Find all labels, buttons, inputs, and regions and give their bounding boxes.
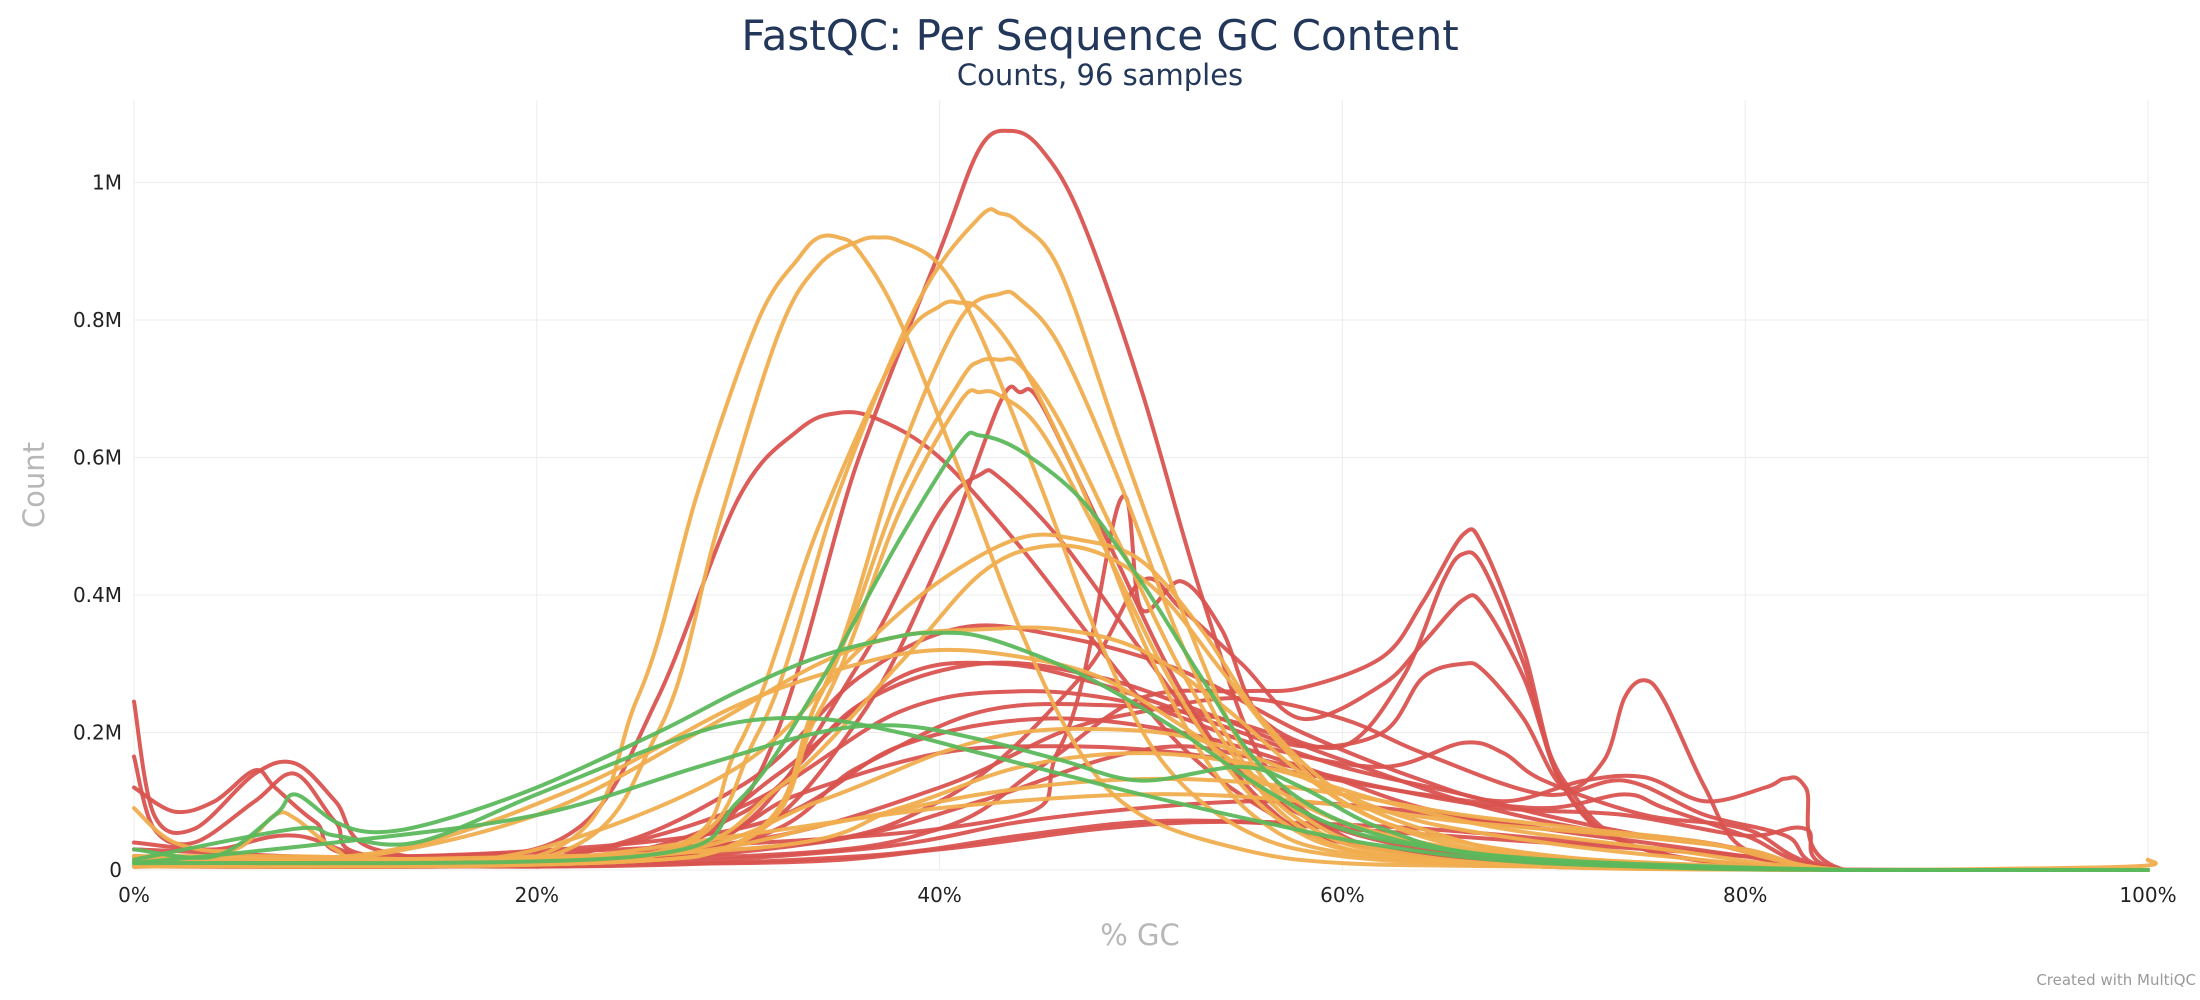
x-tick-label: 100% (2119, 883, 2176, 907)
series-line-9[interactable] (132, 689, 2150, 873)
x-tick-label: 60% (1320, 883, 1364, 907)
y-tick-label: 0.2M (73, 721, 122, 745)
series-line-36[interactable] (132, 715, 2150, 873)
y-tick-label: 0.8M (73, 308, 122, 332)
y-tick-label: 1M (92, 171, 122, 195)
chart-title: FastQC: Per Sequence GC Content (741, 11, 1458, 60)
series-line-19[interactable] (132, 233, 2150, 873)
series-line-33[interactable] (132, 751, 2150, 873)
y-axis: 0 0.2M 0.4M 0.6M 0.8M 1M (73, 171, 122, 883)
grid-lines (133, 100, 2149, 871)
y-axis-label: Count (17, 442, 51, 528)
y-tick-label: 0 (109, 858, 122, 882)
x-axis: 0% 20% 40% 60% 80% 100% (118, 883, 2176, 907)
series-line-25[interactable] (132, 388, 2150, 873)
series-group (132, 128, 2158, 873)
x-axis-label: % GC (1100, 918, 1180, 952)
series-line-20[interactable] (132, 235, 2150, 873)
series-line-37[interactable] (132, 723, 2150, 873)
chart-subtitle: Counts, 96 samples (957, 58, 1243, 92)
credit-text[interactable]: Created with MultiQC (2036, 971, 2196, 989)
x-tick-label: 20% (515, 883, 559, 907)
x-tick-label: 80% (1723, 883, 1767, 907)
x-tick-label: 0% (118, 883, 150, 907)
y-tick-label: 0.6M (73, 446, 122, 470)
x-tick-label: 40% (917, 883, 961, 907)
y-tick-label: 0.4M (73, 583, 122, 607)
